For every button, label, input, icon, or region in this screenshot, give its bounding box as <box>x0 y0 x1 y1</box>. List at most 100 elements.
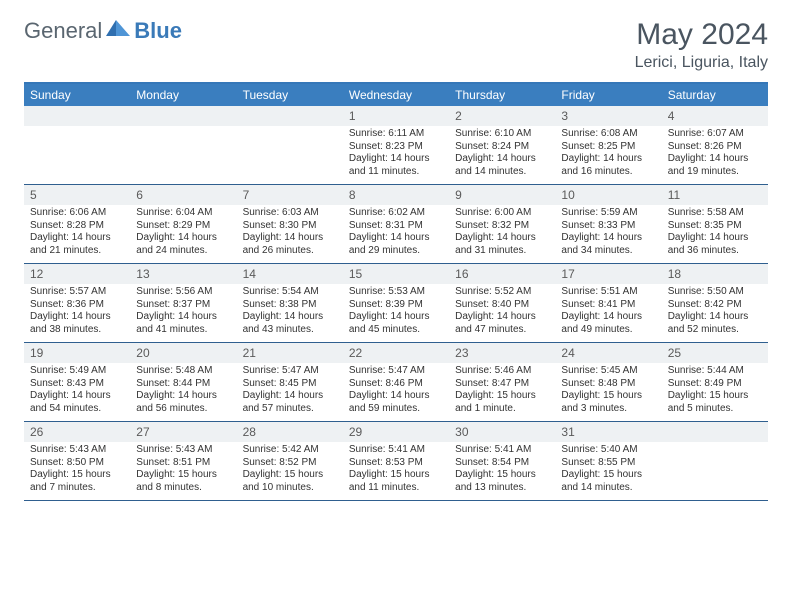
week-row: 567891011Sunrise: 6:06 AMSunset: 8:28 PM… <box>24 185 768 264</box>
day-cell: Sunrise: 5:43 AMSunset: 8:51 PMDaylight:… <box>130 442 236 500</box>
daylight-text: Daylight: 15 hours and 1 minute. <box>455 390 549 415</box>
daylight-text: Daylight: 14 hours and 45 minutes. <box>349 311 443 336</box>
sunset-text: Sunset: 8:41 PM <box>561 299 655 312</box>
brand-text-2: Blue <box>134 18 182 44</box>
sunrise-text: Sunrise: 5:59 AM <box>561 207 655 220</box>
sunset-text: Sunset: 8:28 PM <box>30 220 124 233</box>
day-cell: Sunrise: 6:03 AMSunset: 8:30 PMDaylight:… <box>237 205 343 263</box>
daylight-text: Daylight: 14 hours and 49 minutes. <box>561 311 655 336</box>
daylight-text: Daylight: 14 hours and 54 minutes. <box>30 390 124 415</box>
sunrise-text: Sunrise: 5:47 AM <box>243 365 337 378</box>
calendar-grid: Sunday Monday Tuesday Wednesday Thursday… <box>24 82 768 501</box>
day-number: 28 <box>237 422 343 442</box>
day-cell <box>662 442 768 500</box>
daylight-text: Daylight: 14 hours and 11 minutes. <box>349 153 443 178</box>
day-cell: Sunrise: 6:10 AMSunset: 8:24 PMDaylight:… <box>449 126 555 184</box>
daylight-text: Daylight: 14 hours and 57 minutes. <box>243 390 337 415</box>
day-number: 30 <box>449 422 555 442</box>
daylight-text: Daylight: 14 hours and 29 minutes. <box>349 232 443 257</box>
week-row: 19202122232425Sunrise: 5:49 AMSunset: 8:… <box>24 343 768 422</box>
brandmark-icon <box>106 20 132 43</box>
day-cell: Sunrise: 5:56 AMSunset: 8:37 PMDaylight:… <box>130 284 236 342</box>
sunrise-text: Sunrise: 5:49 AM <box>30 365 124 378</box>
day-cell: Sunrise: 6:11 AMSunset: 8:23 PMDaylight:… <box>343 126 449 184</box>
sunrise-text: Sunrise: 6:07 AM <box>668 128 762 141</box>
day-number: 5 <box>24 185 130 205</box>
page-header: General Blue May 2024 Lerici, Liguria, I… <box>0 0 792 76</box>
daylight-text: Daylight: 14 hours and 52 minutes. <box>668 311 762 336</box>
dayhead-fri: Friday <box>555 84 661 106</box>
dayhead-sun: Sunday <box>24 84 130 106</box>
day-number: 1 <box>343 106 449 126</box>
daylight-text: Daylight: 14 hours and 47 minutes. <box>455 311 549 336</box>
brand-logo: General Blue <box>24 18 182 44</box>
day-cell: Sunrise: 5:41 AMSunset: 8:53 PMDaylight:… <box>343 442 449 500</box>
daylight-text: Daylight: 15 hours and 10 minutes. <box>243 469 337 494</box>
day-cell <box>130 126 236 184</box>
day-number: 6 <box>130 185 236 205</box>
sunrise-text: Sunrise: 5:56 AM <box>136 286 230 299</box>
day-number: 8 <box>343 185 449 205</box>
week-row: 12131415161718Sunrise: 5:57 AMSunset: 8:… <box>24 264 768 343</box>
sunrise-text: Sunrise: 5:47 AM <box>349 365 443 378</box>
day-cell: Sunrise: 5:58 AMSunset: 8:35 PMDaylight:… <box>662 205 768 263</box>
sunset-text: Sunset: 8:33 PM <box>561 220 655 233</box>
day-number: 29 <box>343 422 449 442</box>
day-cell: Sunrise: 5:51 AMSunset: 8:41 PMDaylight:… <box>555 284 661 342</box>
day-cell <box>237 126 343 184</box>
dayhead-thu: Thursday <box>449 84 555 106</box>
day-number <box>237 106 343 126</box>
day-number: 7 <box>237 185 343 205</box>
daynum-row: 567891011 <box>24 185 768 205</box>
day-number: 12 <box>24 264 130 284</box>
daynum-row: 262728293031 <box>24 422 768 442</box>
day-number: 10 <box>555 185 661 205</box>
sunset-text: Sunset: 8:23 PM <box>349 141 443 154</box>
day-cell: Sunrise: 5:59 AMSunset: 8:33 PMDaylight:… <box>555 205 661 263</box>
sunrise-text: Sunrise: 5:46 AM <box>455 365 549 378</box>
week-row: 262728293031Sunrise: 5:43 AMSunset: 8:50… <box>24 422 768 501</box>
day-number: 20 <box>130 343 236 363</box>
weeks-container: 1234Sunrise: 6:11 AMSunset: 8:23 PMDayli… <box>24 106 768 501</box>
month-title: May 2024 <box>635 18 768 52</box>
day-cell: Sunrise: 6:06 AMSunset: 8:28 PMDaylight:… <box>24 205 130 263</box>
sunset-text: Sunset: 8:24 PM <box>455 141 549 154</box>
day-number: 26 <box>24 422 130 442</box>
sunset-text: Sunset: 8:53 PM <box>349 457 443 470</box>
day-cell <box>24 126 130 184</box>
day-cell: Sunrise: 5:52 AMSunset: 8:40 PMDaylight:… <box>449 284 555 342</box>
sunset-text: Sunset: 8:29 PM <box>136 220 230 233</box>
daylight-text: Daylight: 14 hours and 59 minutes. <box>349 390 443 415</box>
sunrise-text: Sunrise: 6:06 AM <box>30 207 124 220</box>
day-cell: Sunrise: 5:47 AMSunset: 8:45 PMDaylight:… <box>237 363 343 421</box>
daylight-text: Daylight: 14 hours and 26 minutes. <box>243 232 337 257</box>
day-number <box>130 106 236 126</box>
sunset-text: Sunset: 8:32 PM <box>455 220 549 233</box>
sunset-text: Sunset: 8:50 PM <box>30 457 124 470</box>
sunset-text: Sunset: 8:43 PM <box>30 378 124 391</box>
sunrise-text: Sunrise: 5:48 AM <box>136 365 230 378</box>
day-cell: Sunrise: 5:53 AMSunset: 8:39 PMDaylight:… <box>343 284 449 342</box>
sunrise-text: Sunrise: 6:02 AM <box>349 207 443 220</box>
sunrise-text: Sunrise: 5:57 AM <box>30 286 124 299</box>
day-cell: Sunrise: 5:43 AMSunset: 8:50 PMDaylight:… <box>24 442 130 500</box>
daylight-text: Daylight: 15 hours and 7 minutes. <box>30 469 124 494</box>
sunrise-text: Sunrise: 5:41 AM <box>455 444 549 457</box>
sunset-text: Sunset: 8:30 PM <box>243 220 337 233</box>
day-cell: Sunrise: 5:54 AMSunset: 8:38 PMDaylight:… <box>237 284 343 342</box>
daynum-row: 1234 <box>24 106 768 126</box>
daylight-text: Daylight: 14 hours and 21 minutes. <box>30 232 124 257</box>
sunrise-text: Sunrise: 5:54 AM <box>243 286 337 299</box>
sunrise-text: Sunrise: 5:43 AM <box>30 444 124 457</box>
day-number: 4 <box>662 106 768 126</box>
dayhead-sat: Saturday <box>662 84 768 106</box>
daylight-text: Daylight: 15 hours and 14 minutes. <box>561 469 655 494</box>
sunset-text: Sunset: 8:37 PM <box>136 299 230 312</box>
sunset-text: Sunset: 8:51 PM <box>136 457 230 470</box>
day-number <box>662 422 768 442</box>
day-header-row: Sunday Monday Tuesday Wednesday Thursday… <box>24 84 768 106</box>
daylight-text: Daylight: 14 hours and 24 minutes. <box>136 232 230 257</box>
day-number: 19 <box>24 343 130 363</box>
day-number: 31 <box>555 422 661 442</box>
daylight-text: Daylight: 15 hours and 3 minutes. <box>561 390 655 415</box>
